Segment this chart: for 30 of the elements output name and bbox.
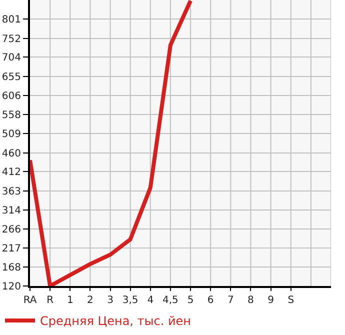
legend-label: Средняя Цена, тыс. йен — [40, 314, 192, 328]
y-tick-label: 314 — [2, 205, 21, 216]
x-tick-label: 3,5 — [122, 295, 138, 306]
y-tick-label: 120 — [2, 282, 21, 292]
y-tick-label: 412 — [2, 167, 21, 178]
y-tick-label: 266 — [2, 224, 21, 236]
x-tick-label: 8 — [248, 295, 254, 306]
x-tick-label: RA — [23, 295, 37, 306]
x-tick-label: R — [46, 295, 54, 306]
x-tick-label: 5 — [187, 295, 194, 306]
x-tick-label: 6 — [207, 295, 214, 306]
y-tick-label: 752 — [2, 34, 21, 45]
y-tick-label: 460 — [2, 148, 21, 160]
y-tick-label: 509 — [2, 129, 21, 140]
y-tick-label: 801 — [2, 14, 21, 26]
y-tick-label: 558 — [2, 110, 21, 121]
x-tick-label: 9 — [268, 295, 274, 306]
x-tick-label: 7 — [227, 295, 234, 306]
y-tick-label: 217 — [2, 244, 21, 254]
y-tick-label: 606 — [2, 91, 21, 102]
x-tick-label: 4,5 — [162, 295, 178, 306]
y-tick-label: 704 — [2, 52, 21, 64]
x-tick-label: 2 — [87, 295, 94, 306]
y-tick-label: 363 — [2, 186, 21, 198]
x-tick-label: 3 — [107, 295, 114, 306]
x-tick-label: 4 — [147, 295, 154, 306]
y-tick-label: 168 — [2, 262, 21, 274]
y-tick-label: 655 — [2, 72, 21, 83]
x-tick-label: S — [288, 295, 294, 306]
x-tick-label: 1 — [66, 295, 74, 306]
